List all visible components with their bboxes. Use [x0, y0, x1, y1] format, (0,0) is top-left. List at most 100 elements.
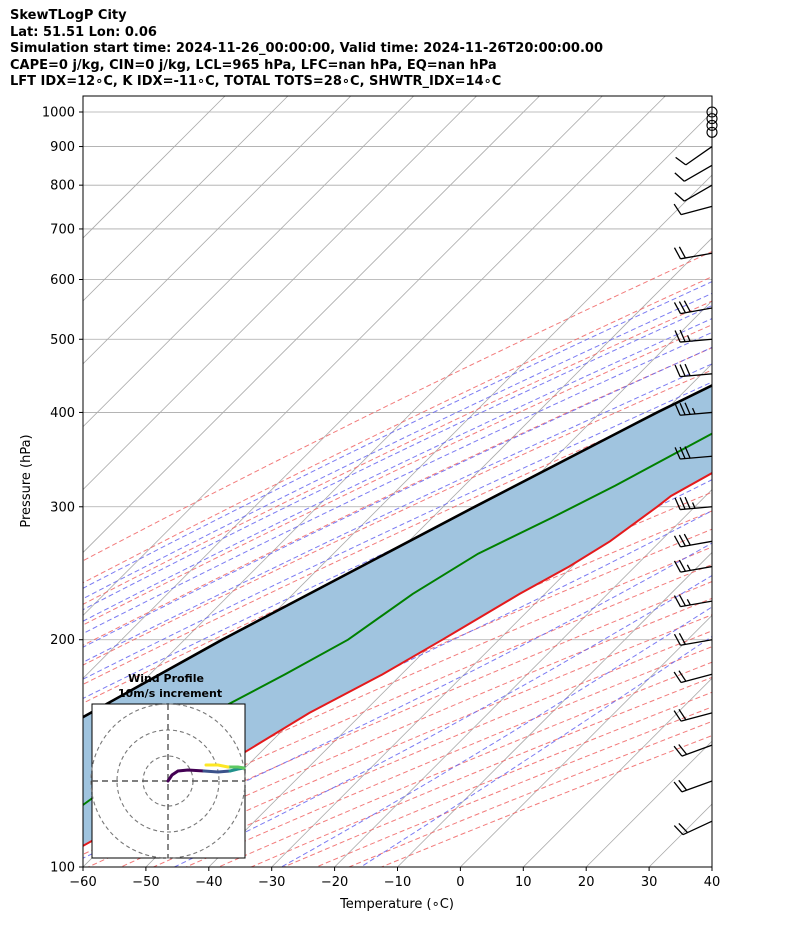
barb-flag	[674, 172, 685, 182]
y-tick-label: 800	[50, 179, 75, 194]
wind-barb	[673, 246, 713, 260]
barb-flag	[679, 446, 686, 459]
dry-adiabat-line	[83, 250, 712, 562]
barb-flag	[678, 559, 686, 572]
barb-flag	[673, 203, 682, 215]
barb-flag	[673, 825, 684, 836]
barb-staff	[680, 506, 713, 511]
y-tick-label: 900	[50, 140, 75, 155]
dry-adiabat-line	[83, 347, 712, 646]
wind-barb	[675, 146, 713, 166]
moist-adiabat-line	[83, 363, 712, 663]
barb-staff	[685, 146, 713, 166]
barb-flag	[675, 156, 687, 166]
wind-barb	[674, 496, 713, 511]
wind-barb	[673, 708, 713, 722]
x-tick-label: −10	[384, 875, 411, 890]
isotherm-line	[83, 96, 540, 554]
barb-flag	[673, 781, 683, 793]
wind-barb	[674, 164, 713, 182]
index-line: LFT IDX=12∘C, K IDX=-11∘C, TOTAL TOTS=28…	[10, 74, 502, 89]
inset-title: Wind Profile	[128, 672, 204, 685]
barb-staff	[680, 673, 713, 684]
dewpoint-line	[83, 432, 712, 807]
barb-flag	[673, 633, 682, 646]
isotherm-line	[83, 96, 226, 239]
barb-flag	[673, 595, 682, 607]
wind-barb	[674, 329, 713, 343]
isotherm-line	[83, 96, 477, 491]
barb-staff	[680, 712, 713, 722]
x-tick-label: −60	[69, 875, 96, 890]
barb-flag	[674, 330, 681, 343]
x-axis: −60 −50 −40 −30 −20 −10 0 10 20 30 40	[69, 867, 720, 890]
barb-half	[686, 564, 691, 571]
isotherm-line	[523, 677, 712, 867]
dry-adiabat-line	[83, 546, 712, 824]
barb-staff	[680, 373, 713, 378]
dry-adiabat-line	[83, 369, 712, 666]
barb-flag	[683, 300, 691, 313]
isotherm-line	[83, 96, 666, 679]
moist-adiabat-line	[174, 574, 712, 867]
barb-staff	[680, 455, 713, 460]
barb-staff	[683, 184, 713, 202]
parcel-line	[83, 383, 712, 719]
barb-half	[686, 335, 691, 342]
x-tick-label: −20	[321, 875, 348, 890]
moist-adiabat-line	[83, 331, 712, 635]
barb-flag	[673, 671, 682, 683]
chart-title: SkewTLogP City	[10, 8, 127, 23]
barb-staff	[680, 252, 713, 260]
cape-line: CAPE=0 j/kg, CIN=0 j/kg, LCL=965 hPa, LF…	[10, 57, 497, 73]
wind-barb	[673, 779, 713, 793]
dry-adiabat-line	[185, 646, 712, 867]
barb-flag	[679, 497, 686, 510]
barb-half	[691, 502, 696, 509]
barb-flag	[674, 192, 685, 202]
x-tick-label: 10	[515, 875, 532, 890]
wind-barb	[673, 632, 713, 646]
wind-barb	[673, 820, 713, 836]
barb-flag	[684, 496, 691, 509]
barb-flag	[673, 535, 682, 548]
moist-adiabat-line	[83, 381, 712, 680]
barb-staff	[681, 744, 713, 757]
barb-flag	[673, 710, 682, 722]
y-tick-label: 500	[50, 333, 75, 348]
barb-flag	[684, 363, 691, 376]
wind-barb	[673, 559, 713, 573]
hodograph-segment	[202, 769, 232, 774]
wind-barb	[673, 594, 713, 608]
barb-flag	[678, 246, 686, 259]
isotherm-line	[83, 96, 603, 616]
y-tick-label: 200	[50, 633, 75, 648]
barb-staff	[680, 600, 713, 608]
wind-barb	[674, 402, 713, 416]
barb-flag	[674, 497, 681, 510]
barb-half	[686, 599, 691, 606]
barb-flag	[678, 744, 688, 755]
wind-barb	[673, 203, 713, 216]
barb-flag	[678, 708, 687, 721]
y-tick-label: 100	[50, 861, 75, 876]
wind-barb	[674, 446, 713, 460]
wind-barb	[674, 363, 713, 378]
barb-staff	[682, 820, 713, 836]
wind-barb	[673, 533, 713, 548]
x-tick-label: −40	[195, 875, 222, 890]
barb-flag	[683, 533, 691, 546]
hodograph-segment	[226, 765, 246, 770]
x-axis-label: Temperature (∘C)	[339, 897, 454, 912]
y-axis-label: Pressure (hPa)	[19, 434, 34, 527]
inset-subtitle: 10m/s increment	[118, 687, 222, 700]
barb-staff	[680, 565, 713, 573]
barb-flag	[678, 822, 689, 834]
isotherm-line	[83, 96, 414, 428]
y-axis: 100 200 300 400 500 600 700 800 900 1000	[42, 105, 83, 876]
wind-barb	[673, 300, 713, 315]
moist-adiabat-line	[83, 281, 712, 589]
barb-flag	[684, 446, 691, 459]
barb-staff	[680, 307, 713, 315]
